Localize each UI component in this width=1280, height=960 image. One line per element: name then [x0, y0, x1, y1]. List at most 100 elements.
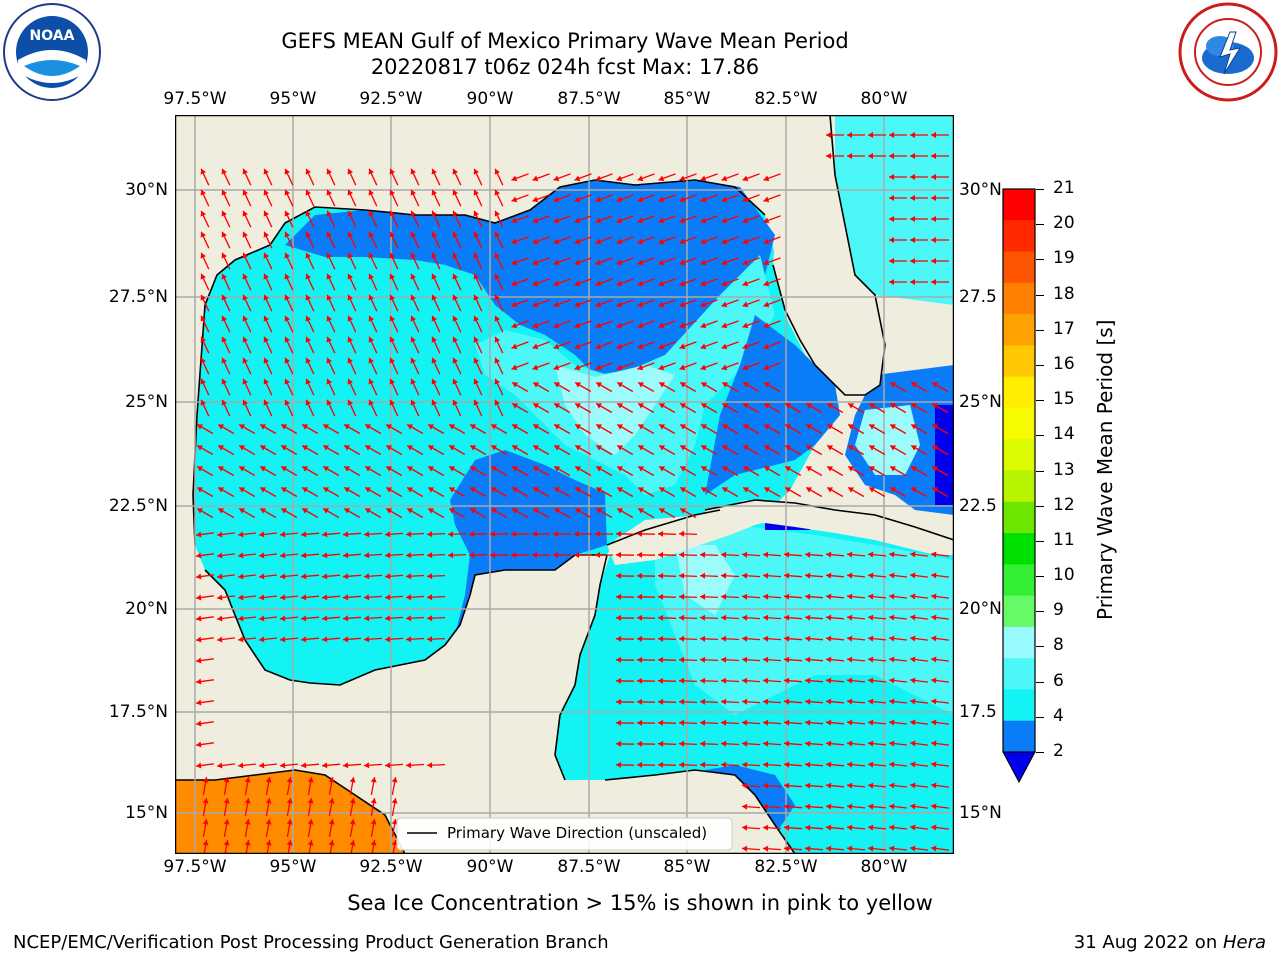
wave-arrow-head [284, 294, 290, 301]
wave-arrow-head [869, 487, 875, 493]
wave-arrow-head [200, 336, 206, 343]
wave-arrow-head [452, 231, 458, 238]
wave-arrow-head [343, 531, 349, 538]
wave-arrow-head [847, 824, 853, 831]
wave-arrow-head [616, 719, 622, 726]
wave-arrow-head [449, 487, 455, 493]
wave-arrow-head [890, 445, 896, 451]
wave-arrow-head [847, 845, 853, 852]
wave-arrow-head [512, 487, 518, 493]
machine-name: Hera [1222, 932, 1266, 953]
wave-arrow-head [533, 445, 539, 451]
wave-arrow-head [680, 424, 686, 430]
wave-arrow-head [328, 819, 335, 825]
chart-title-line2: 20220817 t06z 024h fcst Max: 17.86 [370, 55, 760, 79]
wave-arrow-head [617, 445, 623, 451]
wave-arrow-head [263, 273, 269, 280]
wave-arrow-head [407, 445, 413, 451]
wave-arrow-head [323, 508, 329, 514]
colorbar-tick [1036, 189, 1044, 190]
wave-arrow-head [407, 487, 413, 493]
wave-arrow-head [575, 445, 581, 451]
wave-arrow-head [385, 531, 391, 538]
wave-arrow-head [596, 487, 602, 493]
wave-arrow-head [596, 382, 602, 388]
wave-arrow-head [910, 803, 916, 810]
wave-arrow-head [200, 189, 206, 196]
colorbar-tick-label: 13 [1053, 459, 1075, 480]
colorbar-band [1003, 282, 1035, 315]
wave-arrow-head [785, 487, 791, 493]
wave-arrow-head [347, 378, 353, 385]
wave-arrow-head [826, 824, 832, 831]
wave-arrow-head [364, 762, 370, 769]
wave-arrow-head [700, 740, 706, 747]
florida-land [773, 175, 885, 395]
wave-arrow-head [868, 782, 874, 789]
wave-arrow-head [200, 294, 206, 301]
wave-arrow-head [370, 777, 377, 783]
wave-arrow-head [742, 761, 748, 768]
colorbar-tick [1036, 646, 1044, 648]
wave-arrow-head [700, 280, 707, 287]
wave-arrow-head [533, 403, 539, 409]
wave-arrow-head [868, 572, 874, 579]
wave-arrow-head [826, 572, 832, 579]
wave-arrow-head [263, 336, 269, 343]
wave-arrow-head [385, 636, 391, 643]
wave-arrow-head [658, 259, 665, 266]
lon-tick-bottom: 92.5°W [359, 857, 423, 877]
wave-arrow-head [200, 315, 206, 322]
wave-arrow-head [259, 573, 265, 580]
wave-arrow-head [197, 445, 203, 451]
wave-arrow-head [326, 189, 332, 196]
wave-arrow-head [574, 343, 581, 350]
wave-arrow-head [410, 252, 416, 259]
wave-arrow-head [284, 399, 290, 406]
wave-arrow-head [533, 508, 539, 514]
wave-arrow-head [532, 280, 539, 287]
pacific-water [175, 770, 405, 854]
wave-arrow-head [595, 217, 602, 224]
wave-arrow-head [889, 174, 894, 180]
wave-arrow-head [785, 403, 791, 409]
wave-arrow-head [368, 210, 374, 217]
wave-arrow-head [326, 168, 332, 175]
wave-arrow-head [410, 399, 416, 406]
wave-arrow-head [785, 424, 791, 430]
legend-label: Primary Wave Direction (unscaled) [447, 824, 707, 842]
wave-arrow-head [889, 740, 895, 747]
wave-arrow-head [910, 824, 916, 831]
wave-arrow-head [322, 636, 328, 643]
wave-arrow-head [763, 343, 770, 350]
wave-arrow-head [637, 301, 644, 308]
wave-arrow-head [847, 153, 852, 159]
wave-arrow-head [364, 552, 370, 559]
wave-arrow-head [722, 487, 728, 493]
wave-arrow-head [263, 399, 269, 406]
wave-arrow-head [617, 403, 623, 409]
colorbar-band [1003, 658, 1035, 691]
wave-arrow-head [742, 364, 749, 371]
colorbar-tick [1036, 329, 1044, 331]
wave-arrow-head [637, 719, 643, 726]
wave-arrow-head [910, 677, 916, 684]
wave-arrow-head [931, 677, 937, 684]
wave-arrow-head [200, 357, 206, 364]
wave-arrow-head [848, 403, 854, 409]
wave-arrow-head [637, 656, 643, 663]
wave-arrow-head [910, 572, 916, 579]
wave-arrow-head [889, 551, 895, 558]
wave-arrow-head [638, 403, 644, 409]
wave-arrow-head [595, 196, 602, 203]
wave-arrow-head [385, 762, 391, 769]
wave-arrow-head [764, 487, 770, 493]
wave-arrow-head [512, 403, 518, 409]
wave-arrow-head [742, 845, 748, 852]
wave-arrow-head [742, 782, 748, 789]
wave-arrow-head [616, 175, 623, 182]
wave-arrow-head [427, 594, 433, 601]
wave-arrow-head [368, 273, 374, 280]
wave-arrow-head [574, 175, 581, 182]
wave-arrow-head [284, 273, 290, 280]
